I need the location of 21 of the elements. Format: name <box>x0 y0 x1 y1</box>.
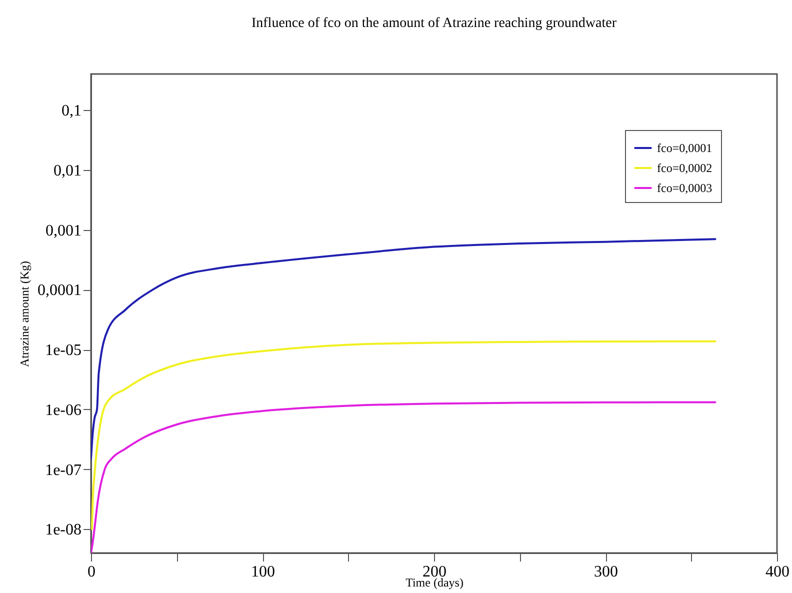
x-tick-label: 400 <box>766 564 790 580</box>
chart-title: Influence of fco on the amount of Atrazine reaching groundwater <box>251 16 617 31</box>
x-tick-label: 0 <box>88 564 96 580</box>
x-axis-title: Time (days) <box>406 576 464 590</box>
legend-label: fco=0,0003 <box>657 181 712 195</box>
line-series <box>91 238 716 460</box>
y-tick-label: 1e-07 <box>45 462 82 479</box>
y-tick-label: 1e-06 <box>45 402 82 419</box>
line-series <box>91 401 716 553</box>
y-axis-title: Atrazine amount (Kg) <box>18 261 32 367</box>
y-tick-label: 0,1 <box>62 102 82 120</box>
y-tick-label: 0,01 <box>54 162 82 180</box>
x-tick-label: 100 <box>251 564 275 580</box>
line-series <box>91 340 716 530</box>
y-tick-label: 1e-08 <box>45 522 82 539</box>
y-tick-label: 1e-05 <box>45 342 82 360</box>
y-tick-label: 0,0001 <box>38 282 82 300</box>
legend-label: fco=0,0002 <box>657 161 712 175</box>
y-tick-label: 0,001 <box>46 222 82 240</box>
x-tick-label: 300 <box>594 564 618 580</box>
legend-label: fco=0,0001 <box>657 141 712 155</box>
